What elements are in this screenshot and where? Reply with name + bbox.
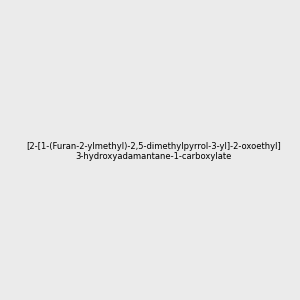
Text: [2-[1-(Furan-2-ylmethyl)-2,5-dimethylpyrrol-3-yl]-2-oxoethyl] 3-hydroxyadamantan: [2-[1-(Furan-2-ylmethyl)-2,5-dimethylpyr… <box>26 142 281 161</box>
